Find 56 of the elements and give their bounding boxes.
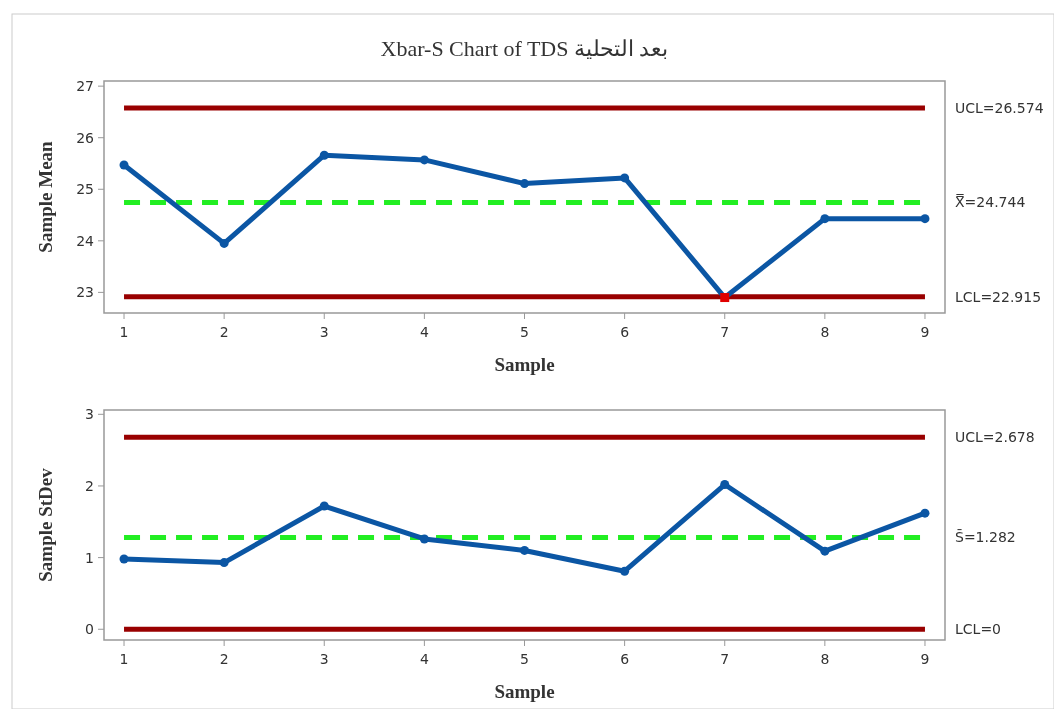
ref-line-label: S̄=1.282: [955, 528, 1016, 546]
point: [219, 558, 229, 568]
point: [920, 508, 930, 518]
x-tick-label: 3: [319, 651, 329, 667]
point: [820, 214, 830, 224]
point: [219, 238, 229, 248]
y-tick-label: 3: [85, 406, 94, 423]
x-tick-label: 9: [920, 324, 930, 340]
point: [119, 554, 129, 564]
ref-line-label: LCL=22.915: [955, 288, 1042, 305]
point: [920, 214, 930, 224]
y-tick-label: 27: [76, 78, 94, 95]
x-tick-label: 7: [720, 324, 730, 340]
point: [620, 566, 630, 576]
y-tick-label: 25: [76, 181, 94, 198]
point: [620, 173, 630, 183]
x-tick-label: 6: [620, 324, 630, 340]
ref-line-label: UCL=26.574: [955, 100, 1044, 117]
x-tick-label: 5: [520, 651, 529, 667]
chart-title: Xbar-S Chart of TDS بعد التحلية: [380, 36, 669, 61]
ref-line-label: UCL=2.678: [955, 429, 1035, 446]
x-tick-label: 2: [219, 651, 229, 667]
y-tick-label: 24: [76, 232, 95, 249]
point: [820, 546, 830, 556]
y-tick-label: 23: [76, 284, 94, 301]
x-tick-label: 1: [119, 324, 129, 340]
point: [520, 545, 529, 555]
x-axis-title: Sample: [494, 354, 555, 375]
point: [319, 150, 329, 160]
x-tick-label: 1: [119, 651, 129, 667]
x-tick-label: 6: [620, 651, 630, 667]
point: [319, 501, 329, 511]
x-tick-label: 4: [419, 324, 429, 340]
x-tick-label: 9: [920, 651, 930, 667]
y-tick-label: 0: [85, 621, 94, 638]
ref-line-label: LCL=0: [955, 621, 1002, 638]
x-tick-label: 4: [419, 651, 429, 667]
x-tick-label: 8: [820, 324, 830, 340]
point: [419, 534, 429, 544]
y-tick-label: 1: [85, 549, 94, 566]
y-axis-title: Sample StDev: [35, 467, 56, 582]
y-axis-title: Sample Mean: [35, 140, 56, 253]
x-tick-label: 5: [520, 324, 529, 340]
y-tick-label: 26: [76, 129, 95, 146]
ref-line-label: X̿=24.744: [955, 193, 1026, 211]
point: [520, 179, 529, 189]
point: [720, 480, 730, 490]
point: [419, 155, 429, 165]
x-tick-label: 7: [720, 651, 730, 667]
point: [119, 160, 129, 170]
y-tick-label: 2: [85, 477, 94, 494]
x-tick-label: 8: [820, 651, 830, 667]
x-tick-label: 3: [319, 324, 329, 340]
x-tick-label: 2: [219, 324, 229, 340]
point: [720, 293, 730, 303]
x-axis-title: Sample: [494, 681, 555, 702]
